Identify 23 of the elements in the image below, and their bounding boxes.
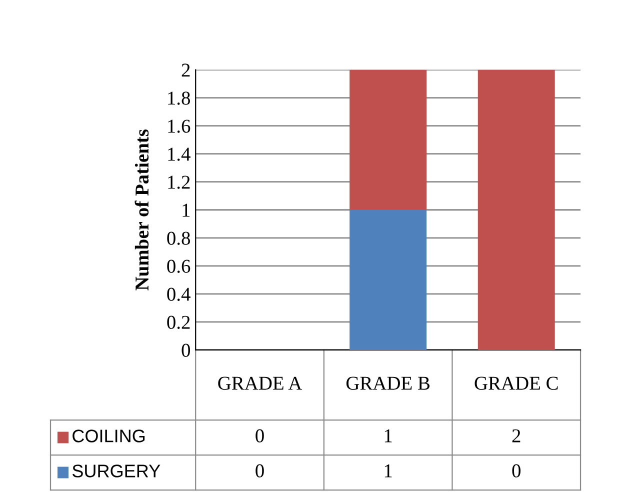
x-tick-label: GRADE C [474, 376, 558, 390]
y-tick-label: 0.6 [167, 260, 190, 273]
y-tick-label: 0 [182, 344, 190, 357]
y-axis-title: Number of Patients [134, 130, 149, 290]
x-tick-label: GRADE B [346, 376, 430, 390]
y-tick-label: 0.2 [167, 316, 190, 329]
legend-label: SURGERY [72, 464, 160, 478]
y-tick-label: 1.8 [168, 92, 190, 105]
data-label: 0 [256, 429, 264, 442]
y-tick-label: 1.4 [168, 148, 190, 161]
data-label: 1 [384, 429, 392, 442]
y-tick-label: 0.8 [167, 232, 190, 245]
data-label: 0 [256, 464, 264, 478]
legend-label: COILING [72, 430, 145, 442]
y-tick-label: 1 [182, 204, 190, 217]
data-label: 2 [512, 429, 520, 442]
y-tick-label: 1.6 [168, 120, 190, 133]
data-label: 0 [512, 464, 520, 478]
y-tick-label: 0.4 [167, 288, 190, 301]
y-tick-label: 1.2 [168, 176, 190, 189]
y-tick-label: 2 [182, 64, 190, 77]
data-label: 1 [384, 464, 392, 478]
x-tick-label: GRADE A [218, 376, 302, 390]
